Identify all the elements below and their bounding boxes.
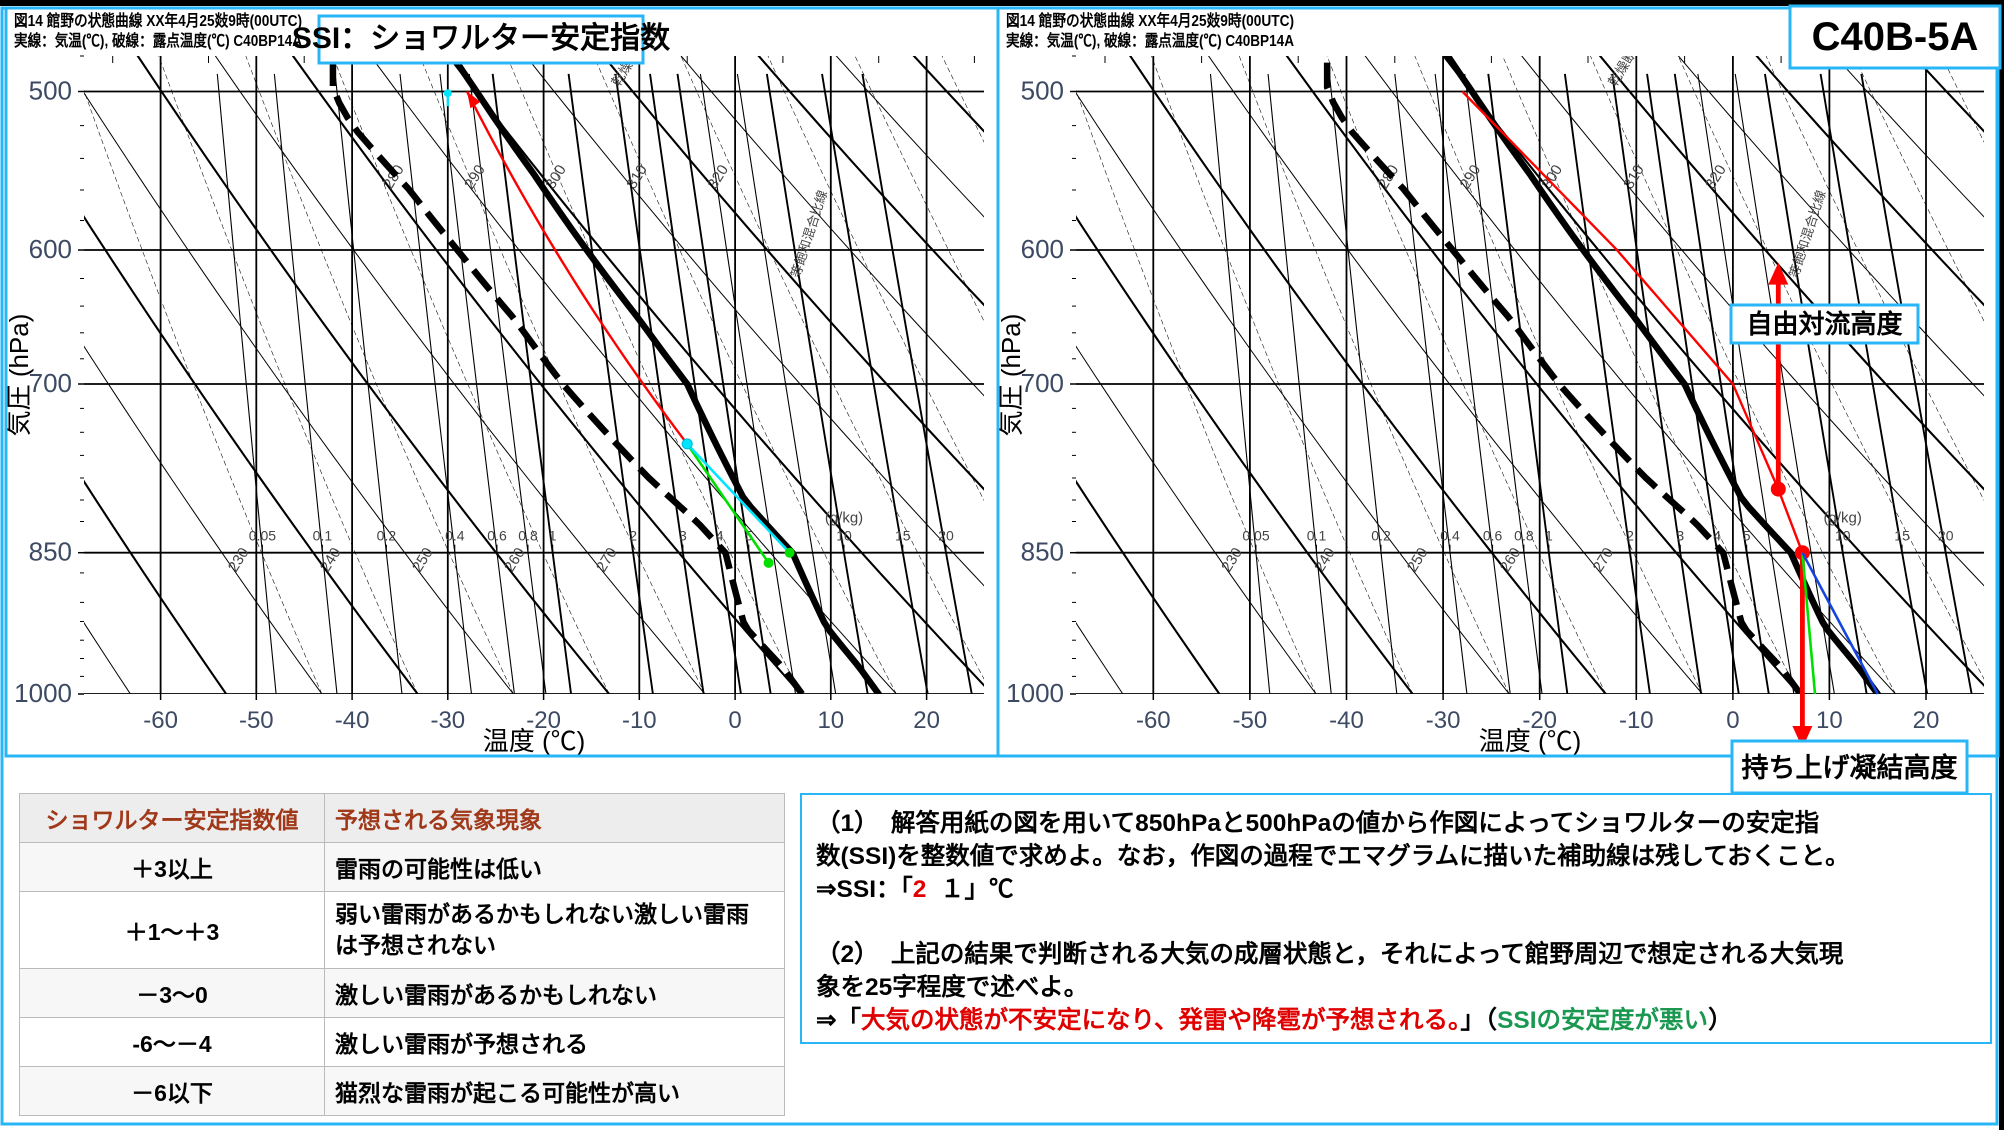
- svg-text:10: 10: [1816, 707, 1843, 734]
- svg-text:-50: -50: [1233, 707, 1268, 734]
- svg-text:図14 館野の状態曲線 XX年4月25敥9時(00UTC): 図14 館野の状態曲線 XX年4月25敥9時(00UTC): [14, 11, 302, 30]
- svg-text:10: 10: [836, 528, 852, 544]
- svg-text:15: 15: [895, 528, 911, 544]
- svg-text:温度 (℃): 温度 (℃): [483, 726, 586, 756]
- svg-text:10: 10: [1835, 528, 1851, 544]
- svg-text:持ち上げ凝結高度: 持ち上げ凝結高度: [1742, 752, 1958, 783]
- svg-text:-60: -60: [143, 707, 178, 734]
- svg-text:-30: -30: [430, 707, 465, 734]
- svg-text:20: 20: [913, 707, 940, 734]
- svg-text:実線：気温(℃), 破線：露点温度(℃) C40BP14A: 実線：気温(℃), 破線：露点温度(℃) C40BP14A: [1006, 31, 1294, 50]
- svg-text:-40: -40: [1329, 707, 1364, 734]
- svg-text:0.6: 0.6: [1483, 528, 1503, 544]
- svg-text:0.05: 0.05: [249, 528, 276, 544]
- svg-text:0.2: 0.2: [377, 528, 397, 544]
- svg-text:気圧 (hPa): 気圧 (hPa): [4, 314, 34, 437]
- svg-text:0.2: 0.2: [1371, 528, 1391, 544]
- svg-text:15: 15: [1894, 528, 1910, 544]
- svg-text:4: 4: [716, 528, 724, 544]
- svg-text:500: 500: [1021, 76, 1064, 106]
- svg-text:3: 3: [679, 528, 687, 544]
- svg-text:2: 2: [1626, 528, 1634, 544]
- svg-text:自由対流高度: 自由対流高度: [1746, 309, 1902, 339]
- svg-text:1000: 1000: [14, 678, 72, 708]
- svg-text:10: 10: [817, 707, 844, 734]
- svg-text:20: 20: [938, 528, 954, 544]
- svg-text:0.1: 0.1: [313, 528, 333, 544]
- svg-text:-10: -10: [1619, 707, 1654, 734]
- svg-text:0.8: 0.8: [1514, 528, 1534, 544]
- svg-text:4: 4: [1713, 528, 1721, 544]
- svg-text:0.4: 0.4: [1440, 528, 1460, 544]
- svg-text:5: 5: [1743, 528, 1751, 544]
- svg-text:850: 850: [29, 537, 72, 567]
- svg-text:1000: 1000: [1006, 678, 1064, 708]
- svg-text:850: 850: [1021, 537, 1064, 567]
- svg-text:温度 (℃): 温度 (℃): [1479, 726, 1582, 756]
- svg-text:0: 0: [728, 707, 741, 734]
- svg-text:700: 700: [1021, 368, 1064, 398]
- svg-text:1: 1: [1545, 528, 1553, 544]
- svg-text:-40: -40: [335, 707, 370, 734]
- svg-text:0: 0: [1726, 707, 1739, 734]
- svg-text:0.6: 0.6: [487, 528, 507, 544]
- svg-text:0.4: 0.4: [445, 528, 465, 544]
- svg-text:(g/kg): (g/kg): [1824, 510, 1862, 527]
- svg-text:20: 20: [1938, 528, 1954, 544]
- svg-text:500: 500: [29, 76, 72, 106]
- svg-text:20: 20: [1913, 707, 1940, 734]
- svg-text:600: 600: [1021, 234, 1064, 264]
- svg-text:0.05: 0.05: [1242, 528, 1269, 544]
- svg-text:0.8: 0.8: [518, 528, 538, 544]
- svg-text:図14 館野の状態曲線 XX年4月25敥9時(00UTC): 図14 館野の状態曲線 XX年4月25敥9時(00UTC): [1006, 11, 1294, 30]
- svg-text:C40B-5A: C40B-5A: [1812, 15, 1979, 59]
- svg-text:700: 700: [29, 368, 72, 398]
- svg-text:(g/kg): (g/kg): [825, 510, 863, 527]
- svg-text:実線：気温(℃), 破線：露点温度(℃) C40BP14A: 実線：気温(℃), 破線：露点温度(℃) C40BP14A: [14, 31, 302, 50]
- svg-text:SSI：ショワルター安定指数: SSI：ショワルター安定指数: [292, 21, 671, 55]
- svg-text:-50: -50: [239, 707, 274, 734]
- svg-text:600: 600: [29, 234, 72, 264]
- svg-text:-30: -30: [1426, 707, 1461, 734]
- svg-text:3: 3: [1676, 528, 1684, 544]
- svg-text:-10: -10: [622, 707, 657, 734]
- svg-text:1: 1: [549, 528, 557, 544]
- svg-text:0.1: 0.1: [1307, 528, 1327, 544]
- svg-text:気圧 (hPa): 気圧 (hPa): [996, 314, 1026, 437]
- svg-text:-60: -60: [1136, 707, 1171, 734]
- svg-text:2: 2: [629, 528, 637, 544]
